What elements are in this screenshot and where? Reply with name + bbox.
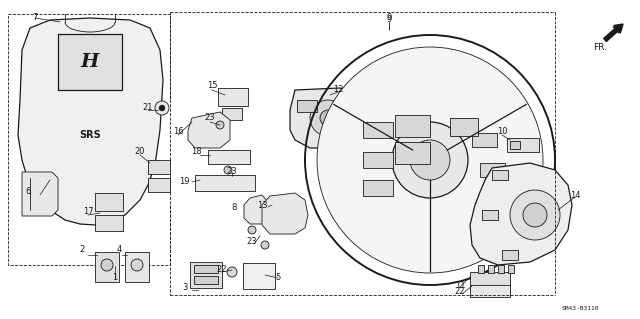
Text: 3: 3 <box>182 283 188 292</box>
Circle shape <box>227 267 237 277</box>
Bar <box>95 193 123 211</box>
Bar <box>95 215 123 231</box>
Circle shape <box>155 101 169 115</box>
Circle shape <box>320 110 336 126</box>
Bar <box>395 142 430 164</box>
Text: 2: 2 <box>80 246 85 255</box>
Text: 5: 5 <box>275 273 280 283</box>
Text: 9: 9 <box>387 15 392 24</box>
Bar <box>208 150 250 164</box>
Text: 18: 18 <box>191 147 202 157</box>
Bar <box>363 122 393 138</box>
Text: SRS: SRS <box>79 130 101 140</box>
Text: 4: 4 <box>116 246 122 255</box>
Text: 12: 12 <box>333 85 343 94</box>
Bar <box>95 252 119 282</box>
Bar <box>58 34 122 90</box>
FancyArrow shape <box>604 24 623 41</box>
Bar <box>194 276 218 284</box>
Polygon shape <box>188 112 230 148</box>
Text: 20: 20 <box>135 147 145 157</box>
Text: 7: 7 <box>32 13 38 23</box>
Bar <box>508 265 514 273</box>
Bar <box>190 262 222 288</box>
Bar <box>363 180 393 196</box>
Circle shape <box>131 259 143 271</box>
Polygon shape <box>22 172 58 216</box>
Text: 11: 11 <box>455 280 465 290</box>
Bar <box>8 14 170 265</box>
Text: 23: 23 <box>205 114 215 122</box>
Circle shape <box>159 105 165 111</box>
Text: 19: 19 <box>179 177 190 187</box>
Text: 1: 1 <box>113 273 118 283</box>
Text: 22: 22 <box>455 287 465 296</box>
Circle shape <box>392 122 468 198</box>
Bar <box>243 263 275 289</box>
Bar <box>480 163 505 177</box>
Bar <box>472 133 497 147</box>
Circle shape <box>510 190 560 240</box>
Bar <box>297 100 317 112</box>
Bar <box>482 210 498 220</box>
Bar <box>148 178 170 192</box>
Bar <box>470 272 510 288</box>
Circle shape <box>523 203 547 227</box>
Bar <box>492 170 508 180</box>
Text: 6: 6 <box>26 188 31 197</box>
Circle shape <box>410 140 450 180</box>
Bar <box>510 141 520 149</box>
Text: 17: 17 <box>83 207 93 217</box>
Text: FR.: FR. <box>593 42 607 51</box>
Circle shape <box>224 166 232 174</box>
Text: H: H <box>81 53 99 71</box>
Text: 23: 23 <box>227 167 237 176</box>
Circle shape <box>248 226 256 234</box>
Bar <box>218 88 248 106</box>
Polygon shape <box>290 88 368 148</box>
Bar <box>195 175 255 191</box>
Bar <box>148 160 170 174</box>
Text: 9: 9 <box>387 13 392 23</box>
Text: 16: 16 <box>173 128 183 137</box>
Circle shape <box>216 121 224 129</box>
Bar <box>470 285 510 297</box>
Bar <box>498 265 504 273</box>
Text: 10: 10 <box>497 128 508 137</box>
Bar <box>194 265 218 273</box>
Text: 21: 21 <box>143 103 153 113</box>
Circle shape <box>310 100 346 136</box>
Text: 14: 14 <box>570 190 580 199</box>
Bar <box>363 152 393 168</box>
Text: SM43-B3110: SM43-B3110 <box>561 306 599 310</box>
Bar <box>222 108 242 120</box>
Polygon shape <box>18 18 163 225</box>
Text: 15: 15 <box>207 80 217 90</box>
Bar <box>488 265 494 273</box>
Circle shape <box>317 47 543 273</box>
Text: 22: 22 <box>217 265 227 275</box>
Bar <box>395 115 430 137</box>
Bar <box>507 138 539 152</box>
Bar <box>450 118 478 136</box>
Polygon shape <box>470 163 572 265</box>
Polygon shape <box>262 193 308 234</box>
Bar <box>478 265 484 273</box>
Text: 13: 13 <box>257 201 268 210</box>
Circle shape <box>261 241 269 249</box>
Bar <box>125 252 149 282</box>
Polygon shape <box>244 195 268 224</box>
Bar <box>502 250 518 260</box>
Text: 8: 8 <box>232 204 237 212</box>
Text: 23: 23 <box>246 238 257 247</box>
Circle shape <box>101 259 113 271</box>
